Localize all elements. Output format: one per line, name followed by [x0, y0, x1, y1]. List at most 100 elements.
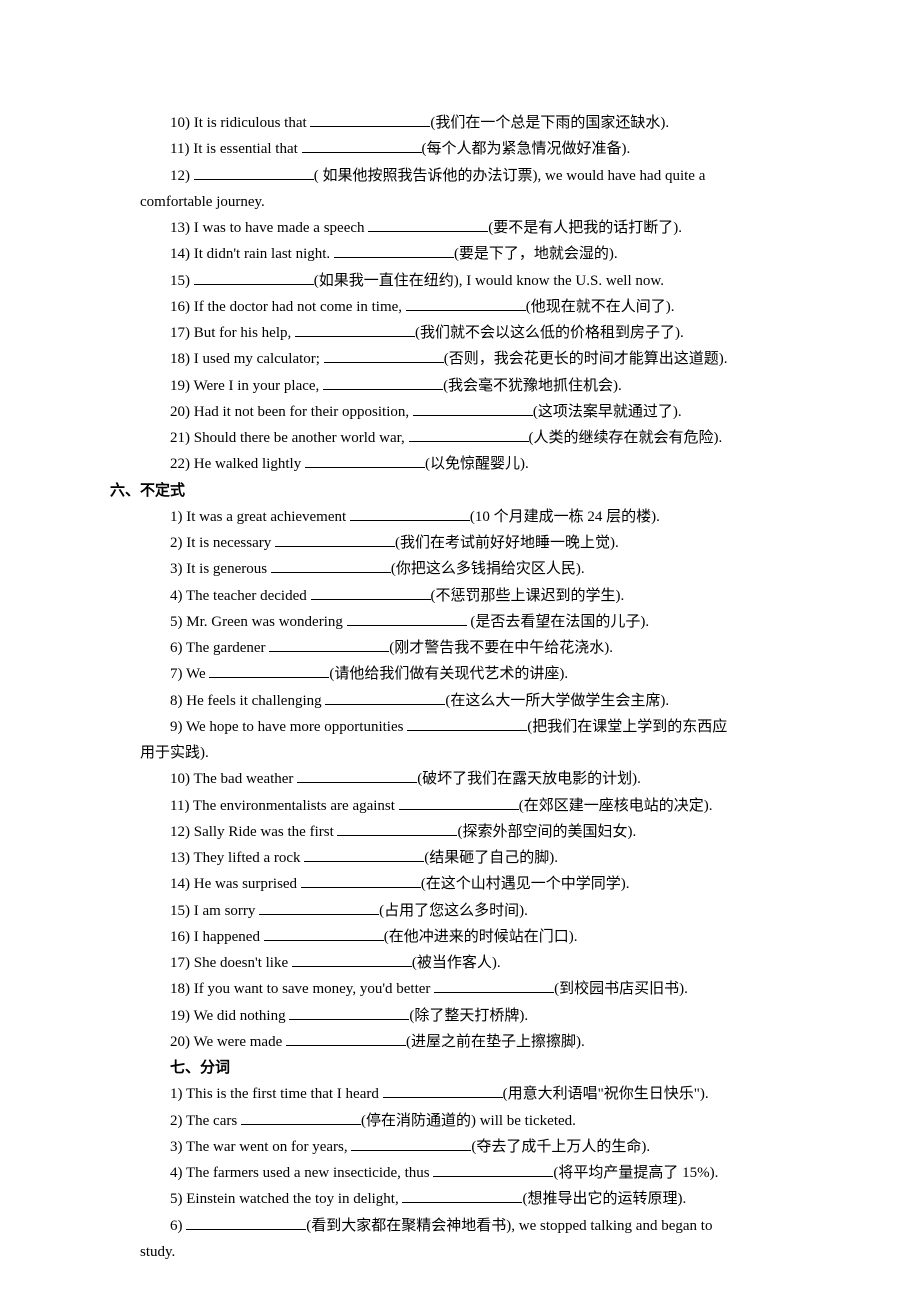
item-number: 20) — [170, 1034, 193, 1050]
exercise-line: 10) The bad weather (破坏了我们在露天放电影的计划). — [140, 766, 800, 792]
item-number: 6) — [170, 640, 186, 656]
fill-blank — [399, 794, 519, 810]
item-pretext: The cars — [186, 1113, 241, 1129]
fill-blank — [289, 1004, 409, 1020]
item-posttext: (把我们在课堂上学到的东西应 — [527, 719, 727, 735]
exercise-line: 2) It is necessary (我们在考试前好好地睡一晚上觉). — [140, 530, 800, 556]
exercise-line: 8) He feels it challenging (在这么大一所大学做学生会… — [140, 688, 800, 714]
item-number: 19) — [170, 378, 193, 394]
text-line: 六、不定式 — [110, 478, 800, 504]
item-number: 4) — [170, 1165, 186, 1181]
exercise-line: 7) We (请他给我们做有关现代艺术的讲座). — [140, 661, 800, 687]
item-posttext: (是否去看望在法国的儿子). — [467, 614, 650, 630]
item-posttext: (以免惊醒婴儿). — [425, 456, 529, 472]
exercise-line: 5) Mr. Green was wondering (是否去看望在法国的儿子)… — [140, 609, 800, 635]
fill-blank — [413, 400, 533, 416]
fill-blank — [241, 1109, 361, 1125]
item-posttext: (请他给我们做有关现代艺术的讲座). — [329, 666, 568, 682]
item-posttext: (破坏了我们在露天放电影的计划). — [417, 771, 641, 787]
exercise-line: 14) He was surprised (在这个山村遇见一个中学同学). — [140, 871, 800, 897]
fill-blank — [351, 1135, 471, 1151]
fill-blank — [324, 347, 444, 363]
item-posttext: (将平均产量提高了 15%). — [553, 1165, 718, 1181]
item-posttext: (停在消防通道的) will be ticketed. — [361, 1113, 576, 1129]
fill-blank — [301, 872, 421, 888]
item-posttext: (在这个山村遇见一个中学同学). — [421, 876, 630, 892]
item-pretext: We were made — [193, 1034, 286, 1050]
fill-blank — [295, 321, 415, 337]
exercise-line: 6) (看到大家都在聚精会神地看书), we stopped talking a… — [140, 1213, 800, 1239]
item-posttext: (除了整天打桥牌). — [409, 1008, 528, 1024]
item-number: 18) — [170, 981, 194, 997]
item-pretext: The farmers used a new insecticide, thus — [186, 1165, 433, 1181]
exercise-line: 14) It didn't rain last night. (要是下了，地就会… — [140, 241, 800, 267]
fill-blank — [409, 426, 529, 442]
item-number: 18) — [170, 351, 194, 367]
item-number: 5) — [170, 1191, 186, 1207]
exercise-line: 13) They lifted a rock (结果砸了自己的脚). — [140, 845, 800, 871]
item-number: 20) — [170, 404, 194, 420]
item-pretext: The bad weather — [193, 771, 297, 787]
fill-blank — [383, 1082, 503, 1098]
item-pretext: It was a great achievement — [186, 509, 350, 525]
item-posttext: (10 个月建成一栋 24 层的楼). — [470, 509, 660, 525]
item-posttext: (看到大家都在聚精会神地看书), we stopped talking and … — [306, 1218, 712, 1234]
item-number: 16) — [170, 929, 194, 945]
item-posttext: (进屋之前在垫子上擦擦脚). — [406, 1034, 585, 1050]
item-number: 13) — [170, 220, 194, 236]
item-pretext: Sally Ride was the first — [194, 824, 338, 840]
item-posttext: (你把这么多钱捐给灾区人民). — [391, 561, 585, 577]
item-number: 17) — [170, 325, 194, 341]
item-pretext: I was to have made a speech — [194, 220, 369, 236]
item-pretext: Einstein watched the toy in delight, — [186, 1191, 402, 1207]
fill-blank — [350, 505, 470, 521]
item-number: 11) — [170, 141, 193, 157]
item-posttext: (用意大利语唱"祝你生日快乐"). — [503, 1086, 709, 1102]
item-number: 2) — [170, 1113, 186, 1129]
item-pretext: The war went on for years, — [186, 1139, 351, 1155]
exercise-line: 21) Should there be another world war, (… — [140, 425, 800, 451]
item-posttext: (他现在就不在人间了). — [526, 299, 675, 315]
exercise-line: 4) The teacher decided (不惩罚那些上课迟到的学生). — [140, 583, 800, 609]
fill-blank — [209, 662, 329, 678]
fill-blank — [310, 111, 430, 127]
fill-blank — [334, 242, 454, 258]
fill-blank — [406, 295, 526, 311]
exercise-line: 11) The environmentalists are against (在… — [140, 793, 800, 819]
item-posttext: (如果我一直住在纽约), I would know the U.S. well … — [314, 273, 664, 289]
item-pretext: The gardener — [186, 640, 269, 656]
item-number: 14) — [170, 246, 194, 262]
fill-blank — [186, 1214, 306, 1230]
item-pretext: He walked lightly — [194, 456, 305, 472]
item-pretext: This is the first time that I heard — [186, 1086, 383, 1102]
fill-blank — [323, 374, 443, 390]
item-pretext: But for his help, — [194, 325, 295, 341]
item-posttext: ( 如果他按照我告诉他的办法订票), we would have had qui… — [314, 168, 706, 184]
text-line: study. — [140, 1239, 800, 1265]
fill-blank — [305, 452, 425, 468]
fill-blank — [264, 925, 384, 941]
fill-blank — [433, 1161, 553, 1177]
exercise-line: 12) Sally Ride was the first (探索外部空间的美国妇… — [140, 819, 800, 845]
exercise-line: 20) We were made (进屋之前在垫子上擦擦脚). — [140, 1029, 800, 1055]
exercise-line: 16) If the doctor had not come in time, … — [140, 294, 800, 320]
exercise-line: 15) (如果我一直住在纽约), I would know the U.S. w… — [140, 268, 800, 294]
item-number: 9) — [170, 719, 186, 735]
item-number: 22) — [170, 456, 194, 472]
item-posttext: (到校园书店买旧书). — [554, 981, 688, 997]
item-pretext: They lifted a rock — [193, 850, 304, 866]
item-pretext: It is necessary — [186, 535, 275, 551]
item-pretext: It is ridiculous that — [194, 115, 311, 131]
fill-blank — [194, 269, 314, 285]
item-pretext: If the doctor had not come in time, — [194, 299, 406, 315]
fill-blank — [259, 899, 379, 915]
item-pretext: I happened — [194, 929, 264, 945]
item-posttext: (我会毫不犹豫地抓住机会). — [443, 378, 622, 394]
exercise-line: 4) The farmers used a new insecticide, t… — [140, 1160, 800, 1186]
item-pretext: Mr. Green was wondering — [186, 614, 346, 630]
item-posttext: (刚才警告我不要在中午给花浇水). — [389, 640, 613, 656]
exercise-line: 11) It is essential that (每个人都为紧急情况做好准备)… — [140, 136, 800, 162]
item-posttext: (探索外部空间的美国妇女). — [457, 824, 636, 840]
fill-blank — [194, 164, 314, 180]
item-posttext: (要是下了，地就会湿的). — [454, 246, 618, 262]
